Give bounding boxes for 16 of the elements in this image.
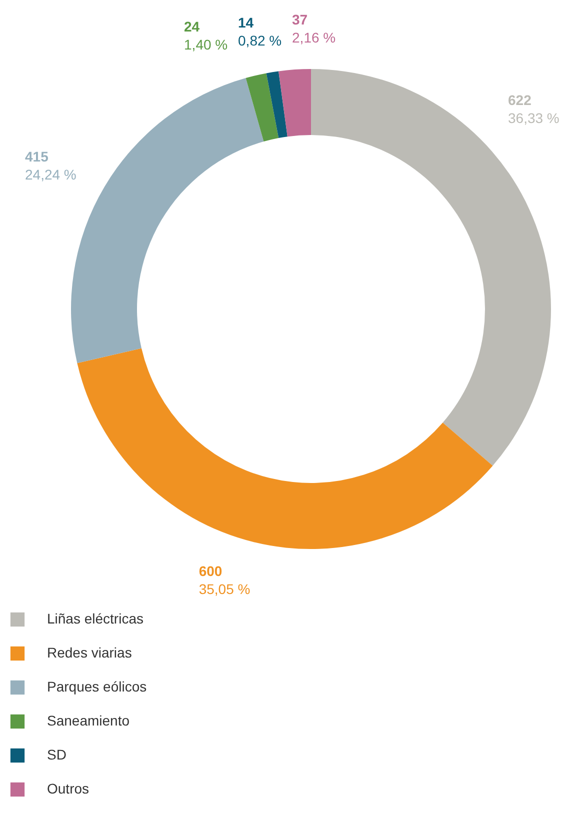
text: 14 0,82 % <box>238 14 282 49</box>
text: 415 24,24 % <box>24 148 76 182</box>
text: 600 35,05 % <box>198 562 250 597</box>
text: 37 2,16 % <box>292 12 336 46</box>
legend-label: Liñas eléctricas <box>47 610 144 626</box>
donut-slice <box>278 69 311 137</box>
legend-label: Redes viarias <box>47 644 132 660</box>
donut-slice <box>77 348 493 549</box>
text: 622 36,33 % <box>508 92 560 126</box>
legend-label: Outros <box>47 780 90 796</box>
legend-label: Saneamiento <box>47 712 130 728</box>
donut-slice <box>246 73 279 142</box>
legend-label: Parques eólicos <box>47 678 147 694</box>
text: 24 1,40 % <box>184 18 228 52</box>
donut-slice <box>266 71 288 138</box>
legend-label: SD <box>47 746 66 762</box>
